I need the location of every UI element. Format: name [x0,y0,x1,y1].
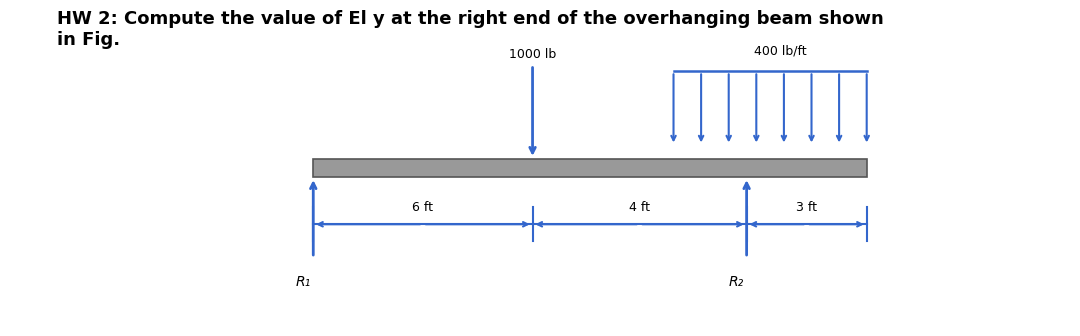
Text: 1000 lb: 1000 lb [509,48,556,61]
Text: HW 2: Compute the value of El y at the right end of the overhanging beam shown
i: HW 2: Compute the value of El y at the r… [57,10,885,49]
Text: 3 ft: 3 ft [796,201,818,214]
Text: 6 ft: 6 ft [413,201,433,214]
Text: R₁: R₁ [295,275,310,289]
Text: 4 ft: 4 ft [629,201,650,214]
Text: 400 lb/ft: 400 lb/ft [754,45,807,58]
Bar [313,159,866,177]
Text: R₂: R₂ [729,275,744,289]
